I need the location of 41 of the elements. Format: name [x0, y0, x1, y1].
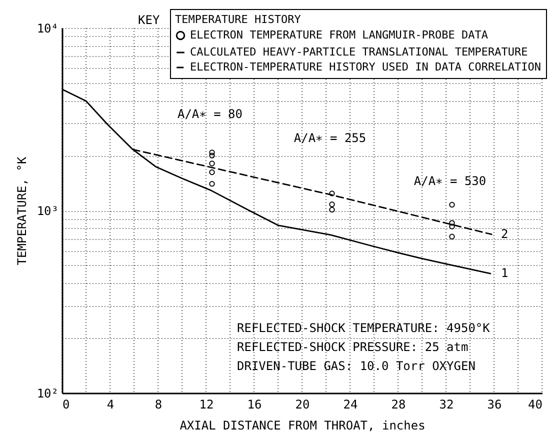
annotation: A/A∗ = 255: [294, 131, 366, 145]
annotation: A/A∗ = 530: [414, 174, 486, 188]
x-tick-label: 40: [528, 398, 542, 412]
y-tick-label: 10²: [36, 386, 58, 400]
legend-label: ELECTRON TEMPERATURE FROM LANGMUIR-PROBE DATA: [190, 28, 488, 42]
annotation: 2: [501, 227, 508, 241]
x-tick-label: 0: [62, 398, 70, 412]
y-axis-title: TEMPERATURE, °K: [14, 156, 29, 266]
point: [209, 169, 215, 176]
x-tick-label: 4: [106, 398, 114, 412]
point: [329, 190, 335, 196]
x-tick-label: 32: [439, 398, 454, 412]
point: [209, 150, 215, 156]
point: [209, 180, 215, 187]
annotation: DRIVEN-TUBE GAS: 10.0 Torr OXYGEN: [237, 359, 476, 373]
point: [449, 234, 455, 240]
annotation: 1: [501, 266, 508, 280]
legend-label: ELECTRON-TEMPERATURE HISTORY USED IN DATA CORRELATION: [190, 60, 541, 74]
legend-title: TEMPERATURE HISTORY: [175, 13, 302, 26]
x-axis-title: AXIAL DISTANCE FROM THROAT, inches: [180, 418, 426, 432]
point: [209, 160, 215, 166]
y-tick-label: 10³: [36, 204, 58, 218]
text: KEY: [138, 13, 160, 27]
point: [449, 202, 455, 208]
point: [329, 206, 335, 213]
legend-label: CALCULATED HEAVY-PARTICLE TRANSLATIONAL TEMPERATURE: [190, 46, 528, 58]
point: [209, 152, 215, 158]
x-tick-label: 8: [154, 398, 162, 412]
annotation: A/A∗ = 80: [177, 107, 243, 121]
point: [449, 224, 455, 230]
y-tick-label: 10⁴: [36, 22, 58, 36]
x-tick-label: 24: [343, 398, 358, 412]
annotation: REFLECTED-SHOCK PRESSURE: 25 atm: [237, 340, 468, 354]
x-tick-label: 20: [295, 398, 310, 412]
annotation: REFLECTED-SHOCK TEMPERATURE: 4950°K: [237, 321, 491, 335]
x-tick-label: 28: [391, 398, 406, 412]
x-tick-label: 16: [247, 398, 262, 412]
x-tick-label: 12: [199, 398, 214, 412]
point: [329, 202, 335, 208]
x-tick-label: 36: [487, 398, 502, 412]
point: [449, 220, 455, 226]
